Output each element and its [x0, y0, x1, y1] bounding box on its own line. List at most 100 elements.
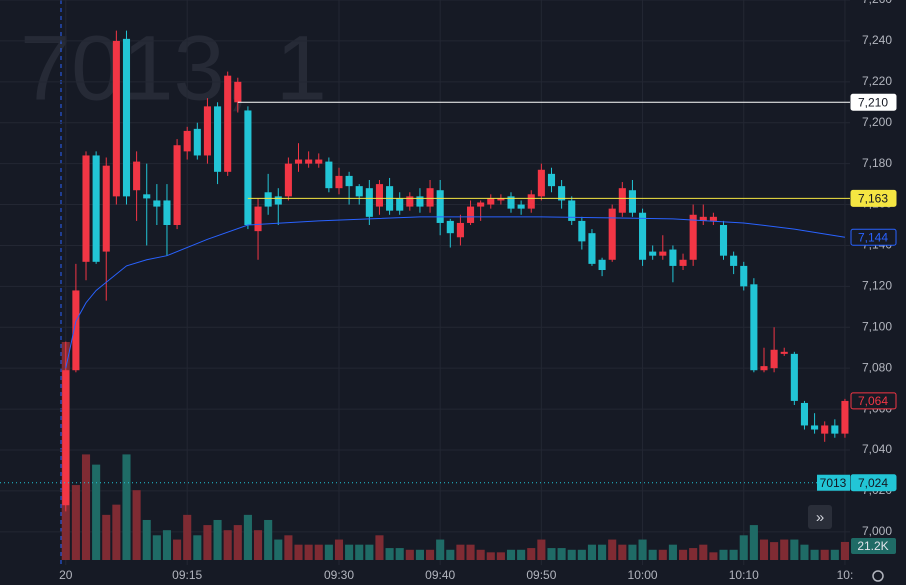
candle-body: [517, 204, 525, 209]
volume-bar: [152, 535, 161, 560]
volume-bar: [537, 539, 546, 560]
volume-bar: [223, 530, 232, 560]
candle-body: [639, 212, 647, 260]
volume-bar: [810, 549, 819, 560]
volume-bar: [668, 544, 677, 560]
volume-bar: [112, 504, 121, 560]
volume-bar: [598, 544, 607, 560]
volume-bar: [264, 519, 273, 560]
volume-bar: [426, 549, 435, 560]
volume-bar: [759, 539, 769, 560]
candle-body: [649, 251, 657, 256]
candle-body: [659, 251, 667, 256]
volume-bar: [345, 544, 354, 560]
candle-body: [527, 194, 535, 209]
vwap-line: [65, 216, 846, 369]
candle-body: [274, 196, 282, 205]
candle-body: [547, 173, 556, 187]
axis: 7,2607,2407,2207,2007,1807,1607,1407,120…: [59, 0, 897, 582]
volume-bar: [365, 544, 374, 560]
volume-bar: [780, 539, 789, 560]
x-tick-label: 20: [59, 568, 73, 582]
x-tick-label: 09:30: [324, 568, 354, 582]
volume-bar: [790, 539, 799, 560]
candle-body: [436, 190, 444, 223]
volume-bar: [355, 544, 364, 560]
volume-bar: [375, 535, 384, 560]
candle-body: [477, 202, 485, 207]
volume-bar: [830, 549, 839, 560]
volume-bar: [678, 549, 688, 560]
candle-body: [102, 165, 110, 252]
volume-bar: [749, 525, 758, 560]
grid: [0, 0, 850, 565]
scroll-button[interactable]: [808, 505, 832, 529]
reference-tag-label: 7013: [820, 476, 847, 490]
candle-body: [62, 370, 70, 506]
volume-bar: [658, 549, 667, 560]
candle-body: [355, 186, 363, 197]
volume-bar: [587, 544, 597, 560]
volume-bar: [203, 525, 212, 560]
volume-bar: [415, 549, 424, 560]
candle-body: [335, 175, 343, 189]
candle-body: [760, 366, 768, 371]
candle-body: [558, 186, 566, 201]
volume-bar: [284, 535, 293, 560]
candle-body: [375, 184, 384, 207]
volume-bar: [173, 539, 182, 560]
price-badge-label: 7,064: [858, 394, 888, 408]
candle-body: [82, 155, 90, 262]
candle-body: [406, 196, 414, 207]
volume-bar: [446, 549, 455, 560]
candle-body: [284, 163, 292, 197]
volume-bar: [142, 519, 151, 560]
candle-body: [143, 194, 151, 199]
volume-bar: [456, 544, 465, 560]
x-tick-label: 10:10: [729, 568, 759, 582]
candle-body: [183, 130, 191, 152]
volume-bar: [770, 542, 779, 560]
settings-icon[interactable]: [872, 570, 884, 582]
candle-body: [122, 38, 131, 197]
candle-body: [416, 196, 424, 207]
y-tick-label: 7,220: [862, 74, 892, 88]
volume-bar: [436, 539, 445, 560]
volume-bar: [395, 548, 404, 560]
volume-bar: [274, 539, 283, 560]
candle-body: [163, 200, 171, 225]
candle-body: [112, 40, 120, 197]
volume-bar: [648, 549, 657, 560]
x-tick-label: 10:: [837, 568, 854, 582]
volume-bar: [608, 539, 617, 560]
price-badge: [850, 392, 897, 410]
y-tick-label: 7,000: [862, 524, 892, 538]
candle-body: [588, 233, 596, 264]
candle-body: [224, 75, 232, 172]
candle-body: [709, 216, 717, 221]
y-tick-label: 7,260: [862, 0, 892, 6]
scroll-icon[interactable]: »: [816, 509, 824, 526]
candle-body: [628, 190, 636, 213]
candle-body: [669, 249, 677, 266]
price-badge-label: 7,163: [858, 192, 888, 206]
candle-body: [537, 169, 545, 197]
candle-body: [325, 161, 333, 189]
candle-body: [446, 220, 454, 234]
volume-bar: [92, 464, 101, 560]
candle-body: [598, 259, 606, 270]
y-tick-label: 7,120: [862, 279, 892, 293]
y-tick-label: 7,080: [862, 360, 892, 374]
candle-body: [507, 196, 515, 209]
candle-body: [811, 425, 819, 430]
candle-body: [719, 225, 728, 256]
volume-bar: [243, 514, 252, 560]
volume-bar: [466, 544, 475, 560]
volume-badge-label: 21.2K: [857, 539, 888, 553]
candle-body: [466, 206, 475, 223]
volume-bar: [162, 530, 172, 560]
candle-body: [72, 290, 80, 371]
volume-bar: [729, 549, 738, 560]
price-badge: [850, 228, 897, 246]
